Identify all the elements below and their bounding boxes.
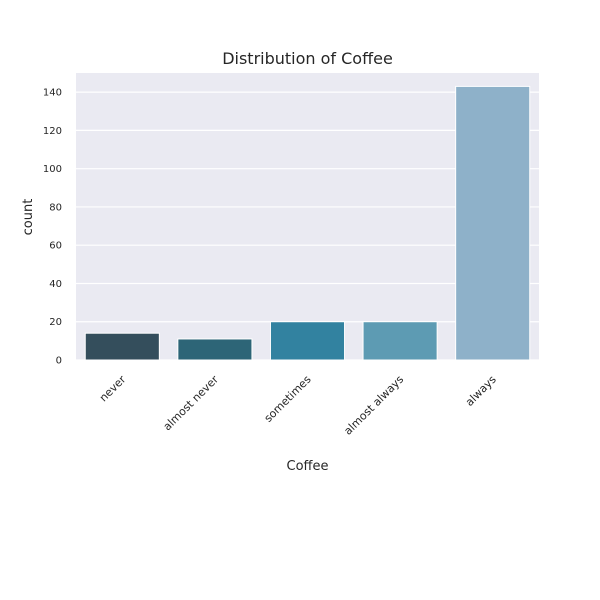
y-tick-label: 20: [49, 317, 62, 328]
chart-title: Distribution of Coffee: [222, 49, 393, 68]
x-ticks: never almost never sometimes almost always a…: [97, 373, 499, 438]
x-axis-label: Coffee: [287, 459, 329, 474]
bar-sometimes: [269, 321, 346, 361]
x-tick-label: sometimes: [262, 373, 314, 425]
bar-never: [84, 332, 160, 361]
y-tick-label: 140: [43, 88, 62, 99]
y-tick-label: 120: [43, 126, 62, 137]
x-tick-label: almost never: [161, 373, 222, 434]
y-tick-label: 60: [49, 241, 62, 252]
bar-almost-never: [177, 338, 253, 361]
y-tick-label: 0: [56, 356, 62, 367]
y-ticks: 0 20 40 60 80 100 120 140: [43, 88, 62, 367]
y-tick-label: 80: [49, 202, 62, 213]
x-tick-label: always: [463, 373, 499, 409]
bar-almost-always: [362, 321, 438, 361]
y-axis-label: count: [21, 199, 36, 236]
bars: [84, 85, 531, 361]
y-tick-label: 100: [43, 164, 62, 175]
y-tick-label: 40: [49, 279, 62, 290]
x-tick-label: almost always: [341, 373, 406, 438]
x-tick-label: never: [97, 373, 129, 405]
bar-always: [455, 85, 531, 361]
